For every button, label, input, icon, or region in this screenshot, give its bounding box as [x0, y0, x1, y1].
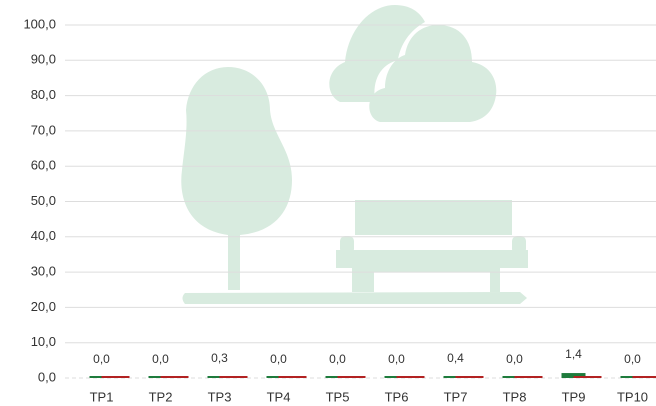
y-tick-label: 50,0 [31, 193, 56, 208]
y-tick-label: 0,0 [38, 369, 56, 384]
data-label: 0,0 [93, 352, 110, 366]
y-tick-label: 10,0 [31, 334, 56, 349]
y-tick-label: 70,0 [31, 122, 56, 137]
y-tick-label: 90,0 [31, 52, 56, 67]
bar [337, 376, 366, 378]
bar [455, 376, 484, 378]
x-tick-label: TP3 [208, 389, 232, 404]
background-illustration [181, 5, 528, 304]
data-label: 0,4 [447, 351, 464, 365]
bar [573, 376, 602, 378]
data-label: 0,0 [329, 352, 346, 366]
data-label: 0,0 [624, 352, 641, 366]
data-label: 0,0 [270, 352, 287, 366]
y-tick-label: 20,0 [31, 299, 56, 314]
y-tick-label: 30,0 [31, 264, 56, 279]
data-label: 1,4 [565, 347, 582, 361]
bar [219, 376, 248, 378]
data-label: 0,0 [152, 352, 169, 366]
x-tick-label: TP4 [267, 389, 291, 404]
x-tick-label: TP8 [503, 389, 527, 404]
x-tick-label: TP9 [562, 389, 586, 404]
y-tick-label: 60,0 [31, 158, 56, 173]
bar [514, 376, 543, 378]
x-tick-label: TP1 [90, 389, 114, 404]
data-label: 0,0 [506, 352, 523, 366]
x-tick-label: TP7 [444, 389, 468, 404]
bar [101, 376, 130, 378]
bar [632, 376, 656, 378]
data-label: 0,0 [388, 352, 405, 366]
y-tick-label: 100,0 [23, 16, 56, 31]
x-tick-label: TP2 [149, 389, 173, 404]
bar [160, 376, 189, 378]
x-tick-label: TP5 [326, 389, 350, 404]
data-label: 0,3 [211, 351, 228, 365]
x-tick-label: TP6 [385, 389, 409, 404]
bar [396, 376, 425, 378]
y-tick-label: 40,0 [31, 228, 56, 243]
bar [561, 373, 586, 378]
x-tick-label: TP10 [617, 389, 648, 404]
bar [278, 376, 307, 378]
y-tick-label: 80,0 [31, 87, 56, 102]
